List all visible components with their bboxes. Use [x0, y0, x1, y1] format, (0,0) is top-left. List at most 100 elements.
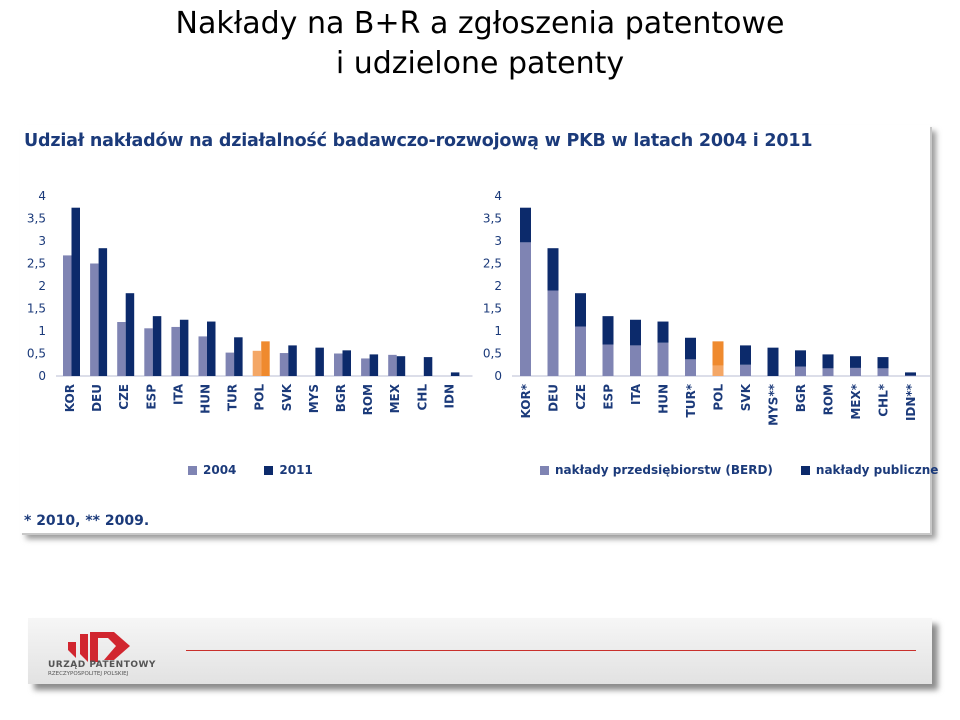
- left-bar-2011: [98, 248, 108, 376]
- footer-divider-line: [186, 650, 916, 651]
- right-bar-public: [657, 321, 669, 343]
- right-category-label: TUR*: [684, 383, 698, 417]
- slide-title-line-2: i udzielone patenty: [335, 46, 625, 81]
- left-bar-2011: [315, 347, 324, 376]
- right-category-label: ESP: [602, 384, 616, 410]
- left-bar-2011: [450, 372, 460, 376]
- left-category-label: ITA: [171, 383, 185, 405]
- right-bar-berd: [795, 366, 806, 376]
- left-bar-2004: [90, 263, 99, 376]
- logo-text-line-1: URZĄD PATENTOWY: [48, 660, 156, 670]
- left-bar-2004: [63, 255, 72, 376]
- left-bar-2011: [423, 357, 433, 376]
- left-bar-2011: [234, 337, 243, 376]
- right-y-tick-label: 1,5: [483, 302, 502, 316]
- right-bar-public: [850, 356, 861, 368]
- legend-label-public: nakłady publiczne: [815, 463, 939, 477]
- right-category-label: MEX*: [849, 383, 863, 419]
- right-bar-berd: [520, 242, 531, 376]
- left-category-label: SVK: [280, 383, 294, 411]
- left-category-label: MYS: [307, 384, 321, 413]
- urzad-patentowy-logo-icon: [68, 632, 130, 662]
- left-bar-2004: [171, 326, 180, 376]
- right-y-tick-label: 1: [494, 324, 502, 338]
- right-bar-public: [547, 248, 559, 291]
- legend-label-berd: nakłady przedsiębiorstw (BERD): [555, 463, 773, 477]
- right-bar-public: [685, 337, 696, 360]
- right-category-label: DEU: [547, 384, 561, 412]
- right-bar-berd: [657, 342, 669, 376]
- right-y-tick-label: 0,5: [483, 347, 502, 361]
- right-y-tick-label: 3,5: [483, 212, 502, 226]
- left-bar-2004: [361, 358, 370, 376]
- right-category-label: MYS**: [767, 383, 781, 426]
- logo-text-line-2: RZECZYPOSPOLITEJ POLSKIEJ: [48, 671, 129, 677]
- bar-charts: 0 0,5 1 1,5 2 2,5 3 3,5 4 KOR DEU CZE ESP ITA HUN TUR PO…: [27, 189, 930, 426]
- left-bar-2011: [396, 356, 406, 376]
- left-category-label: TUR: [226, 384, 240, 411]
- slide-title: Nakłady na B+R a zgłoszenia patentowe i …: [0, 4, 960, 84]
- left-category-label: ROM: [361, 384, 375, 415]
- right-bar-berd: [602, 344, 614, 376]
- left-y-tick-label: 1: [38, 324, 46, 338]
- left-category-label: KOR: [63, 384, 77, 412]
- left-bar-2011: [179, 319, 189, 376]
- right-category-label: CHL*: [877, 383, 891, 416]
- right-bar-berd: [740, 364, 751, 376]
- right-chart-legend: nakłady przedsiębiorstw (BERD) nakłady p…: [540, 463, 960, 477]
- right-bar-berd: [877, 368, 889, 376]
- left-bar-2011: [369, 354, 379, 376]
- left-category-label: MEX: [388, 383, 402, 413]
- right-bar-public: [905, 372, 916, 376]
- right-category-label: CZE: [574, 384, 588, 410]
- right-category-label: POL: [712, 384, 726, 411]
- right-bar-berd: [575, 326, 586, 376]
- left-category-label: DEU: [90, 384, 104, 412]
- right-category-label: BGR: [794, 384, 808, 412]
- right-bar-berd: [547, 290, 559, 376]
- left-y-tick-label: 0: [38, 369, 46, 383]
- right-bar-public: [630, 319, 641, 346]
- left-y-tick-label: 2,5: [27, 257, 46, 271]
- left-bar-2011: [71, 207, 80, 376]
- right-y-tick-label: 3: [494, 234, 502, 248]
- left-bar-2004: [117, 322, 126, 376]
- panel-heading: Udział nakładów na działalność badawczo-…: [24, 131, 813, 151]
- right-y-tick-label: 2: [494, 279, 502, 293]
- right-bar-berd: [850, 367, 861, 376]
- right-bar-public: [877, 357, 889, 369]
- right-y-tick-label: 4: [494, 189, 502, 203]
- legend-swatch-public: [800, 465, 810, 475]
- left-chart-legend: 2004 2011: [188, 463, 335, 477]
- left-y-tick-label: 2: [38, 279, 46, 293]
- right-bar-public: [520, 207, 531, 243]
- legend-label-2011: 2011: [279, 463, 313, 477]
- right-y-tick-label: 0: [494, 369, 502, 383]
- legend-swatch-berd: [540, 465, 549, 475]
- left-bar-2011: [125, 293, 135, 376]
- legend-item-berd: nakłady przedsiębiorstw (BERD): [540, 463, 773, 477]
- right-bar-public: [712, 341, 724, 366]
- right-category-label: SVK: [739, 383, 753, 411]
- left-category-label: CZE: [117, 384, 131, 410]
- right-bar-public: [575, 293, 586, 327]
- left-bar-2004: [198, 336, 207, 376]
- right-bar-public: [795, 350, 806, 367]
- left-bar-2004: [279, 353, 289, 376]
- left-y-tick-label: 1,5: [27, 302, 46, 316]
- left-category-label: ESP: [144, 384, 158, 410]
- left-bar-2004: [252, 350, 262, 376]
- legend-swatch-2011: [264, 465, 274, 475]
- left-y-tick-label: 0,5: [27, 347, 46, 361]
- left-category-label: CHL: [415, 384, 429, 411]
- left-category-label: IDN: [442, 384, 456, 408]
- right-category-label: KOR*: [519, 383, 533, 418]
- left-y-tick-label: 4: [38, 189, 46, 203]
- right-category-label: ITA: [629, 383, 643, 405]
- left-bar-2011: [207, 321, 216, 376]
- right-bar-berd: [822, 368, 834, 376]
- right-bar-public: [822, 354, 834, 369]
- right-category-label: IDN**: [904, 383, 918, 421]
- left-bar-2004: [225, 352, 235, 376]
- right-bar-public: [740, 345, 751, 365]
